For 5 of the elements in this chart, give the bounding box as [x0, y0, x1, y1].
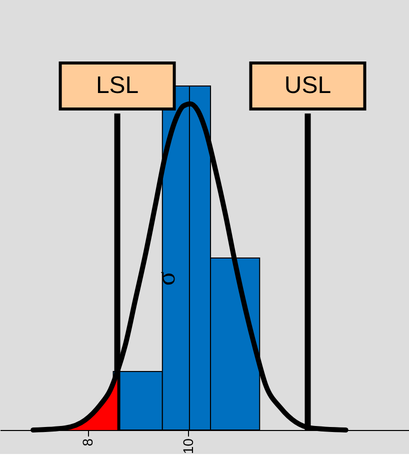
x-tick-label: 10: [180, 438, 196, 454]
x-tick-label: 8: [80, 438, 96, 446]
annotation: σ: [151, 272, 180, 286]
ref-line-label: USL: [284, 72, 332, 99]
ref-line-label: LSL: [96, 72, 139, 99]
